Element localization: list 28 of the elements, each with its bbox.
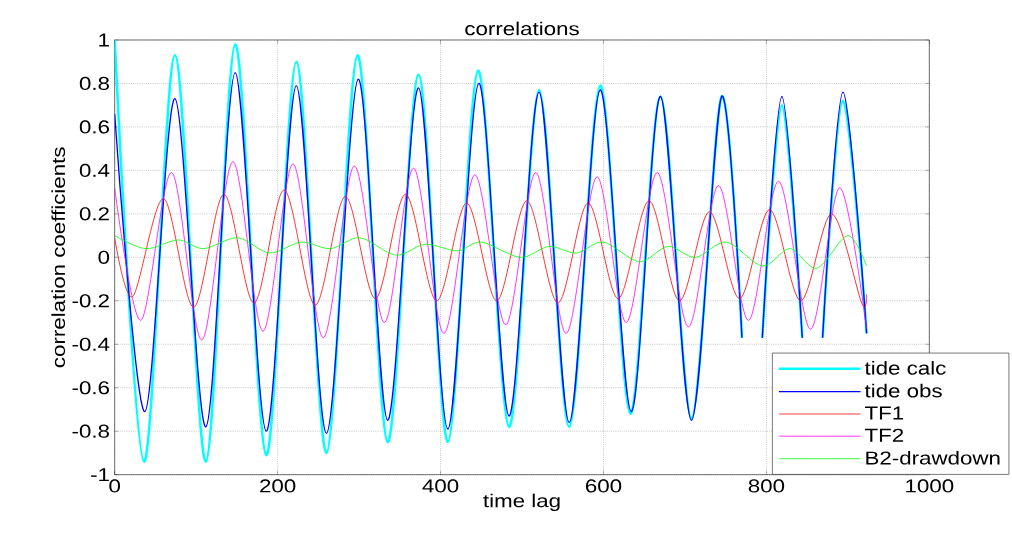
legend-label: B2-drawdown [866, 450, 1000, 465]
y-tick-label: 0.8 [79, 76, 110, 90]
y-tick-label: -0.4 [72, 337, 110, 351]
y-axis-title: correlation coefficients [51, 147, 66, 368]
x-axis-title: time lag [483, 493, 560, 511]
x-tick-label: 1000 [906, 479, 954, 493]
x-tick-label: 800 [748, 479, 785, 493]
y-tick-label: -1 [91, 468, 109, 481]
y-tick-label: 0 [98, 250, 110, 264]
x-tick-label: 400 [422, 479, 459, 493]
x-tick-label: 600 [585, 479, 622, 493]
line-series [114, 235, 868, 269]
line-series [114, 161, 868, 341]
x-tick-label: 200 [260, 479, 296, 493]
x-tick-label: 0 [109, 479, 121, 493]
line-series [114, 189, 868, 308]
y-tick-label: -0.8 [72, 424, 109, 438]
y-tick-label: 1 [99, 33, 109, 47]
legend-label: TF2 [865, 428, 904, 442]
y-tick-label: 0.4 [79, 163, 110, 177]
legend-label: tide obs [864, 383, 942, 398]
legend-label: tide calc [864, 360, 946, 375]
y-tick-label: 0.2 [79, 207, 109, 221]
y-tick-label: 0.6 [79, 120, 110, 134]
y-tick-label: -0.2 [72, 294, 109, 308]
legend-label: TF1 [865, 406, 904, 420]
y-tick-label: -0.6 [72, 380, 109, 395]
chart-title: correlations [465, 21, 579, 36]
